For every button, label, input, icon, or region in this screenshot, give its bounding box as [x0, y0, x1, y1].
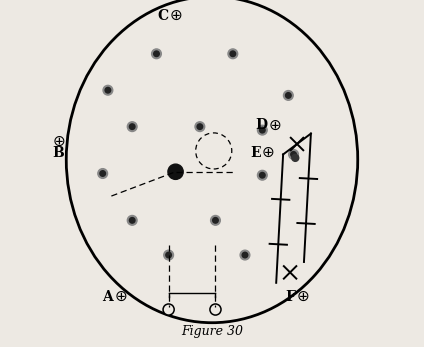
Text: D: D: [255, 118, 268, 132]
Circle shape: [103, 85, 113, 95]
Circle shape: [240, 250, 250, 260]
Text: B: B: [53, 146, 64, 160]
Circle shape: [100, 171, 106, 176]
Circle shape: [195, 122, 205, 132]
Circle shape: [127, 122, 137, 132]
Text: $\oplus$: $\oplus$: [268, 117, 282, 133]
Circle shape: [259, 127, 265, 133]
Circle shape: [127, 215, 137, 225]
Text: $\oplus$: $\oplus$: [296, 289, 310, 304]
Text: A: A: [102, 290, 113, 304]
Text: C: C: [157, 9, 169, 23]
Text: E: E: [250, 146, 261, 160]
Circle shape: [289, 150, 298, 159]
Text: $\oplus$: $\oplus$: [169, 8, 183, 23]
Circle shape: [257, 170, 267, 180]
Circle shape: [152, 49, 162, 59]
Circle shape: [129, 218, 135, 223]
Circle shape: [292, 154, 299, 161]
Circle shape: [291, 152, 296, 157]
Circle shape: [284, 91, 293, 100]
Text: $\oplus$: $\oplus$: [52, 134, 65, 149]
Circle shape: [154, 51, 159, 57]
Circle shape: [286, 93, 291, 98]
Circle shape: [129, 124, 135, 129]
Circle shape: [105, 87, 111, 93]
Circle shape: [242, 252, 248, 258]
Text: $\oplus$: $\oplus$: [114, 289, 127, 304]
Circle shape: [211, 215, 220, 225]
Circle shape: [210, 304, 221, 315]
Circle shape: [163, 304, 174, 315]
Text: Figure 30: Figure 30: [181, 325, 243, 338]
Circle shape: [168, 164, 183, 179]
Circle shape: [166, 252, 171, 258]
Text: F: F: [285, 290, 295, 304]
Text: $\oplus$: $\oplus$: [261, 145, 275, 160]
Circle shape: [213, 218, 218, 223]
Circle shape: [230, 51, 236, 57]
Circle shape: [228, 49, 238, 59]
Circle shape: [98, 169, 108, 178]
Circle shape: [259, 172, 265, 178]
Circle shape: [197, 124, 203, 129]
Circle shape: [164, 250, 173, 260]
Circle shape: [257, 125, 267, 135]
